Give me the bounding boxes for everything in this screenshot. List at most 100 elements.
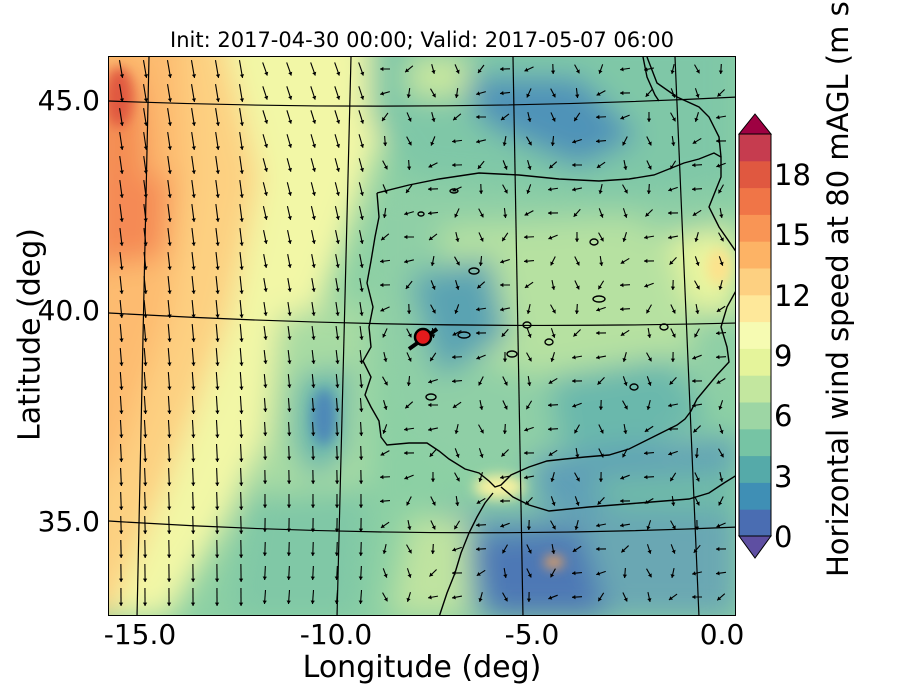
meridian-line [674,57,700,615]
wind-arrowhead [716,138,720,144]
colorbar-extend-max [738,113,772,135]
wind-arrowhead [334,504,340,508]
wind-arrowhead [382,429,387,434]
wind-arrowhead [716,330,720,336]
wind-arrowhead [191,338,196,342]
wind-arrowhead [239,242,244,246]
wind-arrowhead [620,90,624,96]
wind-arrowhead [550,573,555,578]
wind-arrowhead [359,288,364,292]
wind-arrowhead [548,452,553,456]
wind-arrowhead [575,454,580,458]
wind-arrowhead [239,314,244,318]
wind-arrowhead [668,426,672,432]
wind-arrowhead [215,410,220,414]
chart-title: Init: 2017-04-30 00:00; Valid: 2017-05-0… [170,28,674,52]
wind-arrowhead [501,116,505,121]
wind-arrowhead [239,362,244,366]
wind-arrowhead [647,141,652,146]
wind-arrowhead [694,117,699,122]
wind-arrowhead [551,93,556,98]
wind-arrowhead [359,384,364,388]
wind-arrowhead [502,358,508,362]
wind-arrowhead [359,143,365,148]
wind-arrowhead [572,187,576,192]
wind-arrowhead [695,285,700,290]
wind-speed-map [109,57,735,615]
wind-arrowhead [692,355,697,360]
wind-arrowhead [215,242,220,246]
wind-arrowhead [719,478,724,482]
wind-arrowhead [596,91,601,96]
wind-arrowhead [502,142,507,146]
wind-arrowhead [574,429,579,434]
wind-arrowhead [477,164,482,169]
wind-arrowhead [335,240,340,244]
wind-arrowhead [695,310,700,314]
wind-arrowhead [622,574,628,578]
wind-arrowhead [287,336,292,340]
wind-arrowhead [620,498,624,504]
wind-arrowhead [359,456,364,460]
wind-arrowhead [527,357,532,362]
wind-arrowhead [548,187,552,192]
wind-arrowhead [287,167,293,172]
wind-arrowhead [572,162,576,168]
wind-arrowhead [452,547,457,552]
wind-arrowhead [118,554,124,558]
wind-arrowhead [167,218,172,222]
wind-arrowhead [478,597,483,602]
wind-arrowhead [215,74,221,78]
map-plot-area[interactable] [108,56,736,616]
wind-arrowhead [191,218,196,222]
wind-arrowhead [452,162,456,168]
wind-arrowhead [191,122,196,126]
wind-arrowhead [455,453,460,458]
wind-arrowhead [551,286,556,290]
wind-arrowhead [334,528,340,532]
wind-arrowhead [454,430,459,434]
wind-arrowhead [503,189,508,194]
wind-arrowhead [358,576,363,580]
wind-arrowhead [264,119,269,124]
wind-arrowhead [191,146,196,150]
wind-arrowhead [214,602,220,606]
wind-arrowhead [380,307,385,312]
wind-arrowhead [719,261,724,266]
wind-arrowhead [119,266,124,270]
wind-arrowhead [119,410,124,414]
wind-arrowhead [406,597,411,602]
wind-arrowhead [596,355,600,360]
wind-arrowhead [239,410,244,414]
wind-arrowhead [143,146,148,150]
coastline [362,57,735,615]
wind-arrowhead [452,404,457,408]
wind-arrowhead [383,597,388,602]
wind-arrowhead [143,458,148,462]
wind-arrowhead [575,501,580,506]
wind-arrowhead [692,212,697,216]
wind-arrowhead [479,406,484,410]
wind-arrowhead [238,602,244,606]
wind-arrowhead [551,333,556,338]
wind-arrowhead [287,143,293,148]
wind-arrowhead [476,572,481,576]
wind-arrowhead [599,213,604,218]
wind-arrowhead [380,474,384,480]
wind-arrowhead [671,93,676,98]
wind-arrowhead [671,502,676,506]
wind-arrowhead [671,309,676,314]
wind-arrowhead [405,284,410,289]
wind-arrowhead [167,362,172,366]
wind-arrowhead [599,429,604,434]
wind-arrowhead [598,406,604,410]
wind-arrowhead [406,310,412,314]
wind-arrowhead [550,142,555,146]
wind-arrowhead [524,475,528,480]
wind-arrowhead [596,571,601,576]
wind-arrowhead [239,98,245,102]
wind-arrowhead [500,282,504,288]
wind-arrowhead [668,451,673,456]
wind-arrowhead [502,430,508,434]
wind-arrowhead [524,211,529,216]
